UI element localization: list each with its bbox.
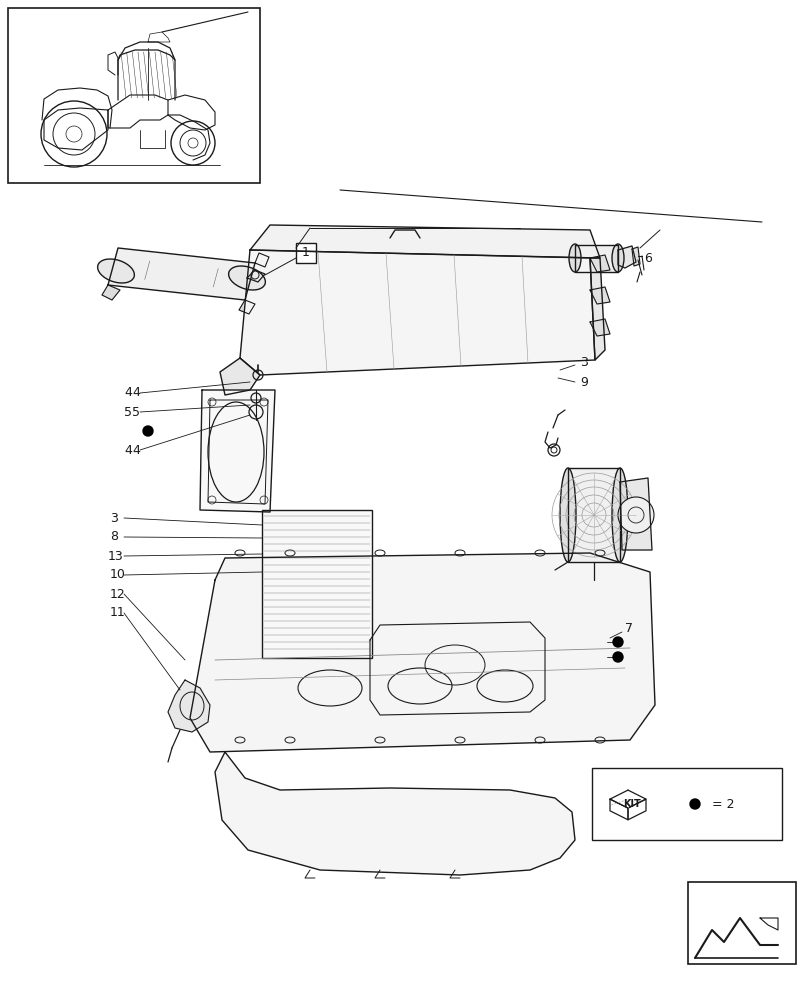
Ellipse shape [229,266,265,290]
Polygon shape [247,270,264,282]
Ellipse shape [560,468,575,562]
Text: 3: 3 [579,356,587,368]
Bar [687,882,795,964]
Polygon shape [631,247,639,266]
Polygon shape [168,680,210,732]
Text: KIT: KIT [622,799,640,809]
Polygon shape [200,390,275,512]
Polygon shape [220,358,260,395]
Polygon shape [240,250,594,375]
Circle shape [612,652,622,662]
Polygon shape [255,253,268,267]
Text: 4: 4 [124,444,131,456]
Circle shape [612,637,622,647]
Polygon shape [590,319,609,336]
Polygon shape [620,478,651,550]
Polygon shape [627,799,646,820]
Polygon shape [102,285,120,300]
Polygon shape [238,300,255,314]
Text: 1: 1 [302,246,310,259]
Text: 10: 10 [109,568,126,582]
Bar [8,8,260,183]
Text: 3: 3 [109,512,118,524]
Text: 12: 12 [109,587,126,600]
Polygon shape [609,799,627,820]
Ellipse shape [569,244,581,272]
Polygon shape [617,246,635,268]
Text: 5: 5 [124,406,132,418]
Polygon shape [190,553,654,752]
Polygon shape [609,790,646,808]
Polygon shape [574,245,617,272]
Bar [591,768,781,840]
Text: 13: 13 [108,550,123,562]
Bar [262,510,371,658]
Polygon shape [590,258,604,360]
Polygon shape [148,32,169,42]
Polygon shape [590,255,609,272]
Text: 8: 8 [109,530,118,544]
Ellipse shape [611,244,623,272]
Text: 4: 4 [132,386,139,399]
Text: 9: 9 [579,375,587,388]
Text: 5: 5 [132,406,139,418]
Ellipse shape [611,468,627,562]
Polygon shape [590,287,609,304]
Ellipse shape [617,497,653,533]
Text: = 2: = 2 [711,797,734,810]
Circle shape [143,426,152,436]
Text: 4: 4 [124,386,131,399]
Polygon shape [108,248,255,300]
Polygon shape [759,918,777,930]
Text: 7: 7 [624,621,633,634]
Polygon shape [250,225,599,258]
Text: 6: 6 [643,251,651,264]
Bar [296,243,315,263]
Polygon shape [568,468,620,562]
Text: 4: 4 [132,444,139,456]
Text: 11: 11 [109,606,126,619]
Polygon shape [215,752,574,875]
Ellipse shape [97,259,135,283]
Circle shape [689,799,699,809]
